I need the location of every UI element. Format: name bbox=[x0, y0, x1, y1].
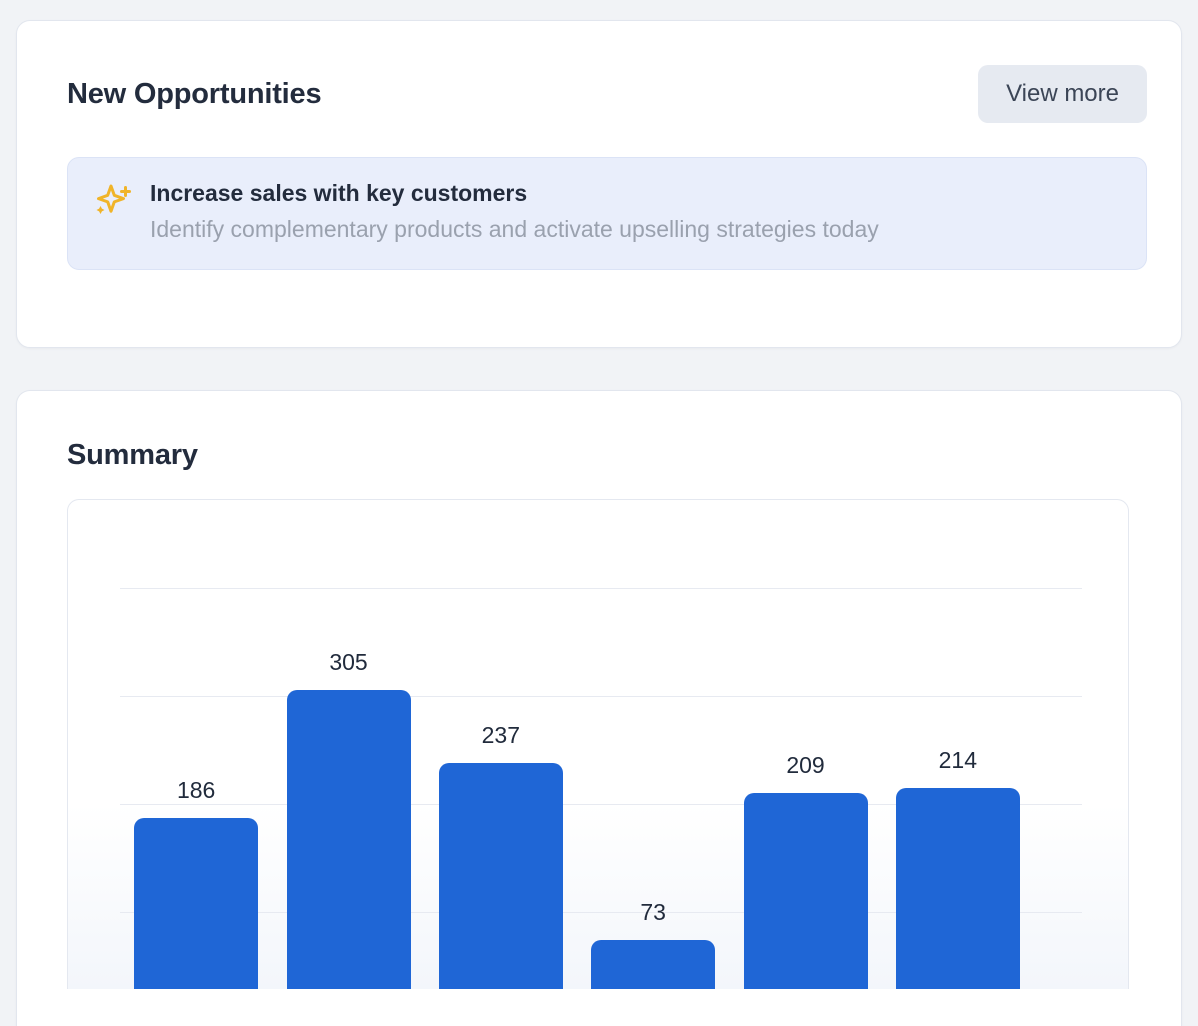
chart-bar[interactable] bbox=[895, 787, 1020, 989]
chart-bar-label: 209 bbox=[786, 752, 825, 779]
summary-card: Summary 186 305 237 73 209 214 bbox=[16, 390, 1182, 1026]
chart-bar[interactable] bbox=[286, 689, 411, 989]
opportunity-subtitle: Identify complementary products and acti… bbox=[150, 215, 879, 242]
opportunities-header: New Opportunities View more bbox=[17, 21, 1181, 123]
opportunity-title: Increase sales with key customers bbox=[150, 180, 528, 206]
chart-gridline bbox=[120, 804, 1082, 805]
chart-gridline bbox=[120, 696, 1082, 697]
chart-bar[interactable] bbox=[134, 818, 259, 989]
chart-plot-area: 186 305 237 73 209 214 bbox=[68, 500, 1128, 989]
chart-bar[interactable] bbox=[591, 940, 716, 989]
summary-title: Summary bbox=[67, 439, 198, 471]
chart-bar-label: 214 bbox=[938, 746, 978, 773]
opportunity-list-item[interactable]: Increase sales with key customers Identi… bbox=[67, 157, 1147, 271]
summary-chart: 186 305 237 73 209 214 bbox=[67, 499, 1129, 989]
chart-bar[interactable] bbox=[438, 763, 563, 989]
chart-bar-label: 73 bbox=[640, 899, 666, 926]
view-more-button[interactable]: View more bbox=[978, 65, 1147, 123]
opportunity-texts: Increase sales with key customers Identi… bbox=[150, 180, 879, 243]
chart-bar-label: 305 bbox=[329, 648, 368, 675]
new-opportunities-card: New Opportunities View more Increase sal… bbox=[16, 20, 1182, 348]
page-title: New Opportunities bbox=[67, 77, 322, 110]
chart-bar[interactable] bbox=[743, 793, 868, 989]
chart-bar-label: 237 bbox=[481, 722, 521, 749]
chart-gridline bbox=[120, 588, 1082, 589]
chart-gridline bbox=[120, 912, 1082, 913]
chart-bar-label: 186 bbox=[176, 777, 216, 804]
sparkle-icon bbox=[94, 184, 132, 223]
